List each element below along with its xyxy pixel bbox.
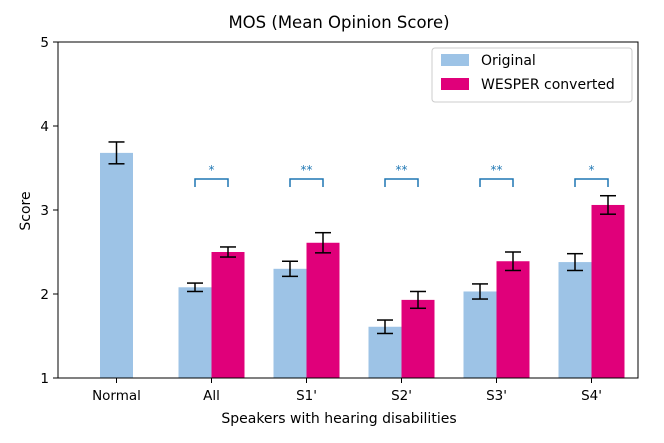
y-tick-label: 5 (40, 35, 49, 51)
error-bar (600, 194, 616, 215)
significance-bracket (384, 178, 419, 187)
significance-label: ** (396, 163, 408, 177)
bar-wesper-1 (211, 252, 245, 378)
x-tick-label: Normal (92, 388, 141, 404)
significance-label: ** (491, 163, 503, 177)
chart-title: MOS (Mean Opinion Score) (228, 13, 449, 32)
x-tick-label: All (203, 388, 220, 404)
bar-original-4 (463, 291, 497, 378)
y-tick-label: 3 (40, 203, 49, 219)
legend-swatch (441, 54, 469, 66)
legend-label: WESPER converted (481, 77, 615, 93)
error-bar (315, 231, 331, 254)
significance-bracket (479, 178, 514, 187)
legend-swatch (441, 78, 469, 90)
bar-original-5 (558, 262, 592, 378)
error-bar (220, 246, 236, 258)
bar-original-3 (368, 326, 402, 378)
error-bar (377, 319, 393, 335)
significance-label: * (209, 163, 215, 177)
legend: Original WESPER converted (431, 47, 633, 103)
error-bar (282, 260, 298, 278)
bar-wesper-4 (496, 261, 530, 378)
error-bar (410, 290, 426, 310)
bar-wesper-2 (306, 242, 340, 378)
significance-bracket (574, 178, 609, 187)
bar-original-1 (178, 287, 212, 378)
x-tick-label: S3' (486, 388, 507, 404)
legend-label: Original (481, 53, 536, 69)
x-tick-label: S4' (581, 388, 602, 404)
error-bar (505, 251, 521, 272)
bar-wesper-3 (401, 299, 435, 378)
significance-bracket (194, 178, 229, 187)
y-axis-label: Score (18, 191, 34, 230)
significance-label: * (589, 163, 595, 177)
significance-label: ** (301, 163, 313, 177)
significance-bracket (289, 178, 324, 187)
x-axis-label: Speakers with hearing disabilities (221, 411, 456, 427)
bar-wesper-5 (591, 204, 625, 378)
x-tick-label: S2' (391, 388, 412, 404)
y-tick-label: 4 (40, 119, 49, 135)
error-bar (187, 282, 203, 293)
bar-original-2 (273, 268, 307, 378)
y-tick-label: 2 (40, 287, 49, 303)
error-bar (472, 283, 488, 300)
legend-box (431, 47, 633, 103)
error-bar (108, 141, 125, 165)
bar-original-0 (100, 152, 133, 378)
x-tick-label: S1' (296, 388, 317, 404)
y-tick-label: 1 (40, 371, 49, 387)
error-bar (567, 252, 583, 272)
